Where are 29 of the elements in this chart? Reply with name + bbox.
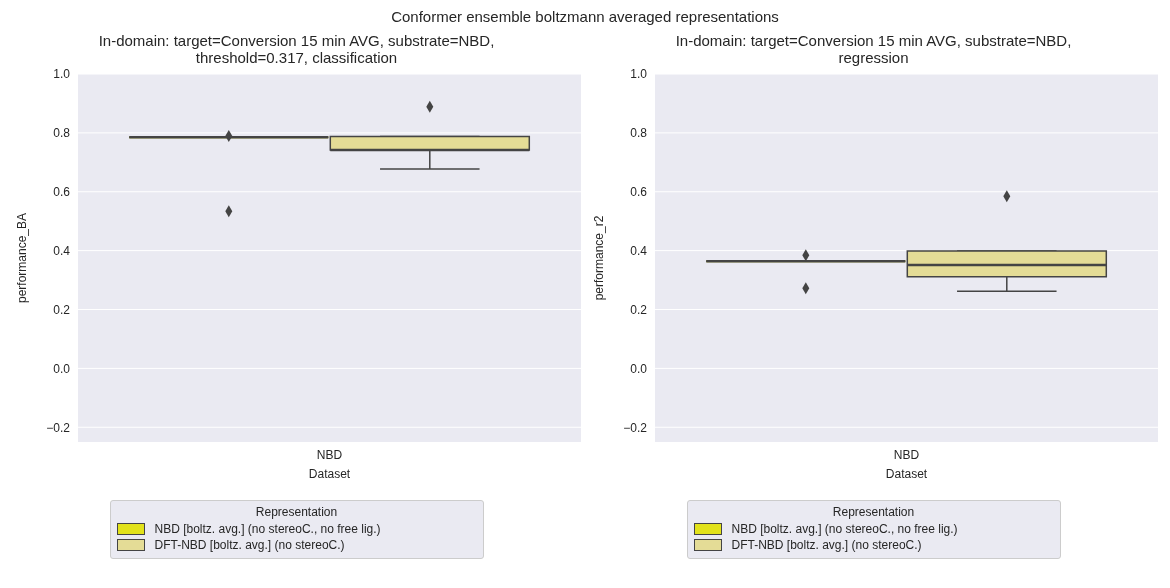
y-axis-title: performance_BA <box>15 212 30 304</box>
legend-label: DFT-NBD [boltz. avg.] (no stereoC.) <box>731 538 922 552</box>
legend-title: Representation <box>254 505 339 519</box>
legend-label: DFT-NBD [boltz. avg.] (no stereoC.) <box>154 538 345 552</box>
y-tick-label: 0.2 <box>630 302 648 317</box>
legend-title: Representation <box>831 505 916 519</box>
y-tick-label: 0.0 <box>630 361 648 376</box>
legend-label: NBD [boltz. avg.] (no stereoC., no free lig.) <box>731 522 958 536</box>
text: Conformer ensemble boltzmann averaged representations <box>390 8 780 27</box>
x-tick-label: NBD <box>316 447 343 462</box>
y-tick-label: 0.6 <box>53 185 71 200</box>
y-tick-label: 0.4 <box>630 243 648 258</box>
y-tick-label: 0.2 <box>53 302 71 317</box>
y-tick-label: 1.0 <box>630 67 648 82</box>
x-axis-title: Dataset <box>308 467 351 481</box>
y-tick-label: −0.2 <box>46 420 71 435</box>
y-tick-label: 0.6 <box>630 185 648 200</box>
y-tick-label: 0.8 <box>630 126 648 141</box>
y-tick-label: −0.2 <box>623 420 648 435</box>
y-tick-label: 0.8 <box>53 126 71 141</box>
y-tick-label: 1.0 <box>53 67 71 82</box>
chart-title: In-domain: target=Conversion 15 min AVG, substrate=NBD, threshold=0.317, classification <box>97 31 496 66</box>
y-axis-title: performance_r2 <box>592 215 607 301</box>
y-tick-label: 0.0 <box>53 361 71 376</box>
x-tick-label: NBD <box>893 447 920 462</box>
chart-title: In-domain: target=Conversion 15 min AVG, substrate=NBD, regression <box>674 31 1073 66</box>
x-axis-title: Dataset <box>885 467 928 481</box>
y-tick-label: 0.4 <box>53 243 71 258</box>
legend-label: NBD [boltz. avg.] (no stereoC., no free lig.) <box>154 522 381 536</box>
